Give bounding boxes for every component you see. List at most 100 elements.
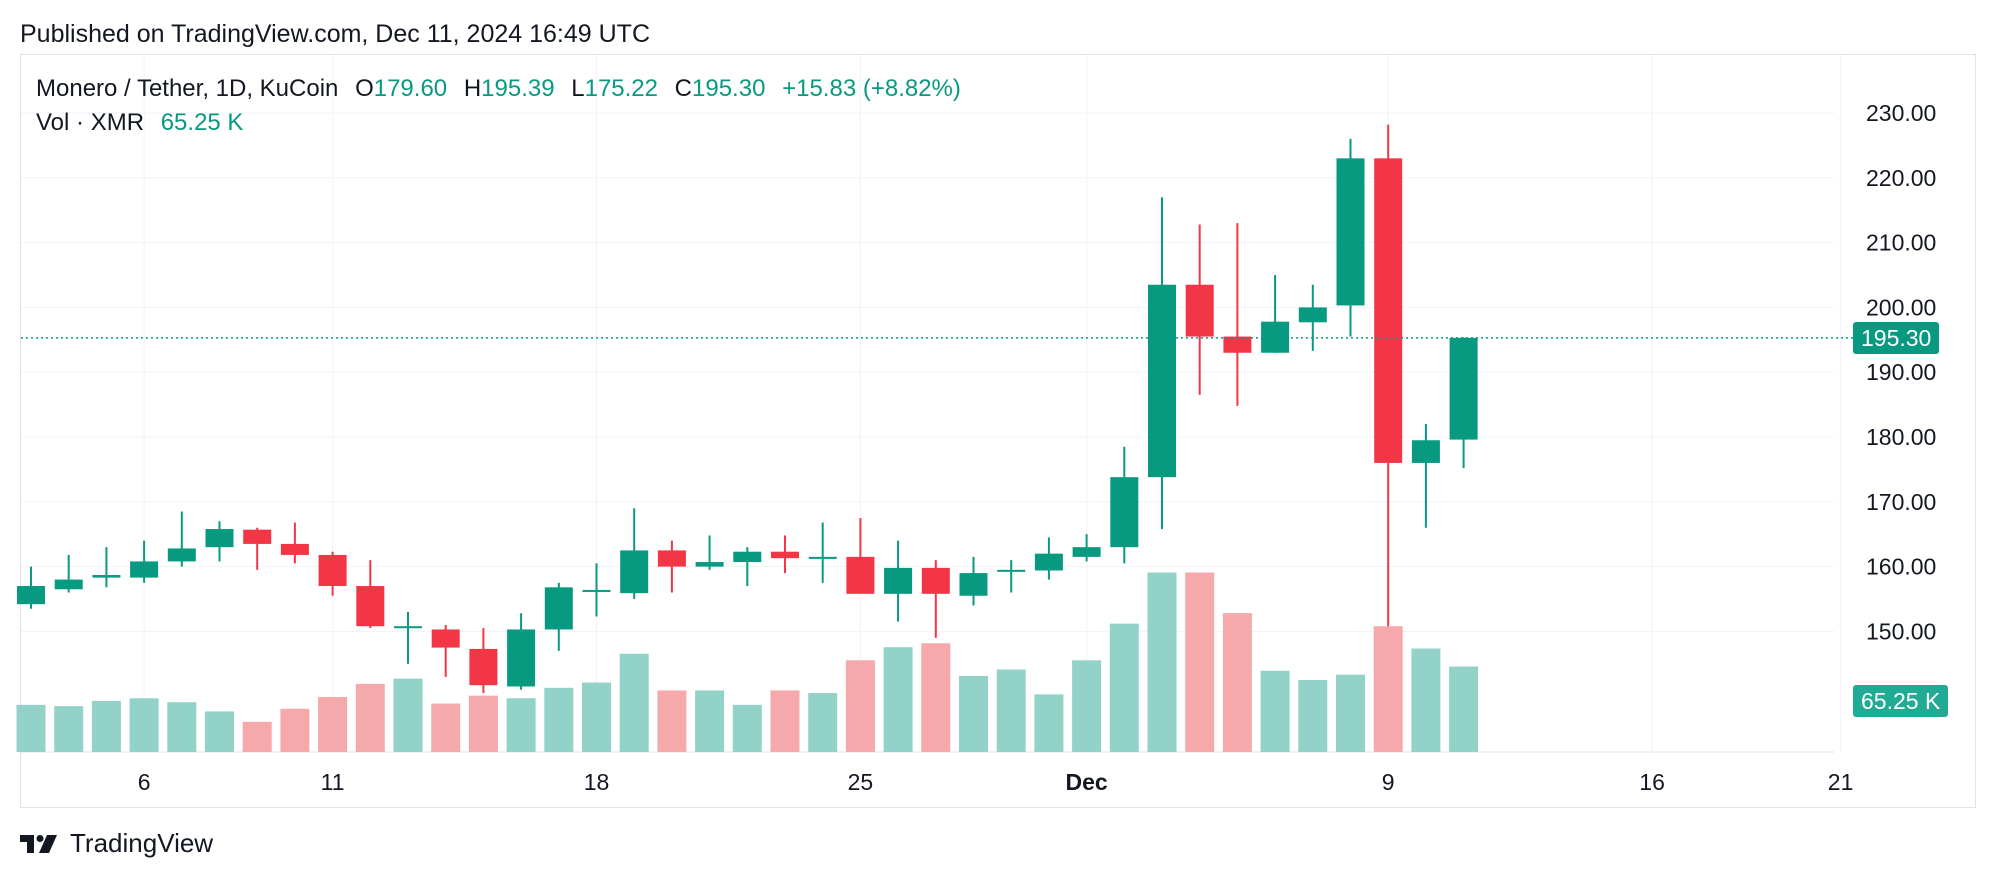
candle-body xyxy=(997,569,1026,572)
volume-bar xyxy=(732,704,762,752)
candle-body xyxy=(167,548,196,562)
candle-body xyxy=(318,554,347,587)
volume-bar xyxy=(808,693,838,752)
close-value: 195.30 xyxy=(692,75,766,102)
volume-bar xyxy=(1449,666,1479,752)
volume-bar xyxy=(280,708,310,752)
price-tick-label: 220.00 xyxy=(1866,165,1936,191)
candle-body xyxy=(280,543,309,555)
volume-bar xyxy=(167,702,197,752)
price-tick-label: 210.00 xyxy=(1866,230,1936,256)
candle-body xyxy=(846,556,875,594)
volume-bar xyxy=(544,687,574,752)
chart-frame xyxy=(20,54,1976,808)
candle-body xyxy=(92,575,121,578)
candle-body xyxy=(771,551,799,559)
price-tick-label: 150.00 xyxy=(1866,618,1936,644)
volume-bar xyxy=(205,711,234,752)
volume-bar xyxy=(54,706,84,752)
candle-body xyxy=(394,626,422,629)
candle-body xyxy=(431,629,460,648)
price-tick-label: 230.00 xyxy=(1866,100,1936,126)
volume-bar xyxy=(1147,572,1177,752)
change-value: +15.83 (+8.82%) xyxy=(782,75,961,102)
time-tick-label: 18 xyxy=(584,769,610,795)
tradingview-logo[interactable]: TradingView xyxy=(20,828,213,859)
time-tick-label: Dec xyxy=(1065,769,1107,795)
volume-bar xyxy=(959,676,988,752)
candle-body xyxy=(1374,158,1403,463)
open-key: O xyxy=(355,75,374,102)
price-tick-label: 170.00 xyxy=(1866,489,1936,515)
last-volume-tag: 65.25 K xyxy=(1853,685,1949,717)
time-tick-label: 21 xyxy=(1828,769,1854,795)
volume-bar xyxy=(393,678,423,752)
volume-bar xyxy=(1260,670,1290,752)
volume-bar xyxy=(996,669,1026,752)
candle-body xyxy=(808,556,837,559)
candle-body xyxy=(469,648,498,686)
time-tick-label: 11 xyxy=(321,769,345,795)
candle-body xyxy=(733,551,762,563)
tradingview-brand: TradingView xyxy=(70,828,214,858)
tradingview-logo-icon xyxy=(20,834,57,853)
candle-body xyxy=(620,550,649,594)
price-tick-label: 180.00 xyxy=(1866,424,1936,450)
candle-body xyxy=(582,589,611,592)
time-tick-label: 9 xyxy=(1382,769,1395,795)
ohlc-legend: Monero / Tether, 1D, KuCoin O179.60 H195… xyxy=(36,75,961,103)
candle-body xyxy=(1336,158,1365,306)
volume-bar xyxy=(695,690,725,752)
volume-bar xyxy=(1222,613,1252,752)
volume-bar xyxy=(431,703,461,752)
volume-bar xyxy=(1034,694,1064,752)
volume-bar xyxy=(883,647,913,752)
candle-body xyxy=(1072,547,1101,557)
volume-bar xyxy=(1336,674,1365,752)
volume-bar xyxy=(355,683,385,752)
low-value: 175.22 xyxy=(584,75,658,102)
low-key: L xyxy=(571,75,585,102)
candle-body xyxy=(884,567,913,594)
volume-bar xyxy=(1373,626,1403,752)
candle-body xyxy=(1223,336,1252,353)
time-tick-label: 16 xyxy=(1639,769,1665,795)
volume-bar xyxy=(1298,679,1328,752)
volume-bar xyxy=(468,695,498,752)
high-value: 195.39 xyxy=(481,75,555,102)
volume-bar xyxy=(619,653,649,752)
last-price-tag: 195.30 xyxy=(1853,322,1940,354)
volume-bar xyxy=(921,643,951,752)
volume-value: 65.25 K xyxy=(160,109,244,136)
candle-body xyxy=(54,579,83,590)
high-key: H xyxy=(463,75,482,102)
candle-body xyxy=(1110,477,1139,548)
price-tick-label: 200.00 xyxy=(1866,294,1936,320)
candle-body xyxy=(1449,337,1478,440)
volume-bar xyxy=(657,690,687,752)
volume-bar xyxy=(242,721,272,752)
volume-bar xyxy=(506,698,536,752)
time-tick-label: 25 xyxy=(848,769,874,795)
candle-body xyxy=(356,586,385,627)
candle-body xyxy=(695,562,724,567)
candle-body xyxy=(1148,284,1176,478)
symbol-title[interactable]: Monero / Tether, 1D, KuCoin xyxy=(36,75,339,102)
candle-body xyxy=(17,586,45,605)
candle-body xyxy=(959,573,988,596)
volume-bar xyxy=(770,690,800,752)
open-value: 179.60 xyxy=(373,75,448,102)
volume-bar xyxy=(91,700,121,752)
volume-bar xyxy=(318,696,348,752)
candle-body xyxy=(130,561,159,578)
volume-bar xyxy=(129,698,159,752)
time-tick-label: 6 xyxy=(138,769,151,795)
candle-body xyxy=(243,529,272,544)
candle-body xyxy=(1298,307,1327,323)
volume-bar xyxy=(1185,572,1215,752)
price-tick-label: 160.00 xyxy=(1866,554,1936,580)
volume-bar xyxy=(1109,623,1139,752)
volume-bar xyxy=(582,682,611,752)
volume-label[interactable]: Vol · XMR xyxy=(36,109,145,136)
